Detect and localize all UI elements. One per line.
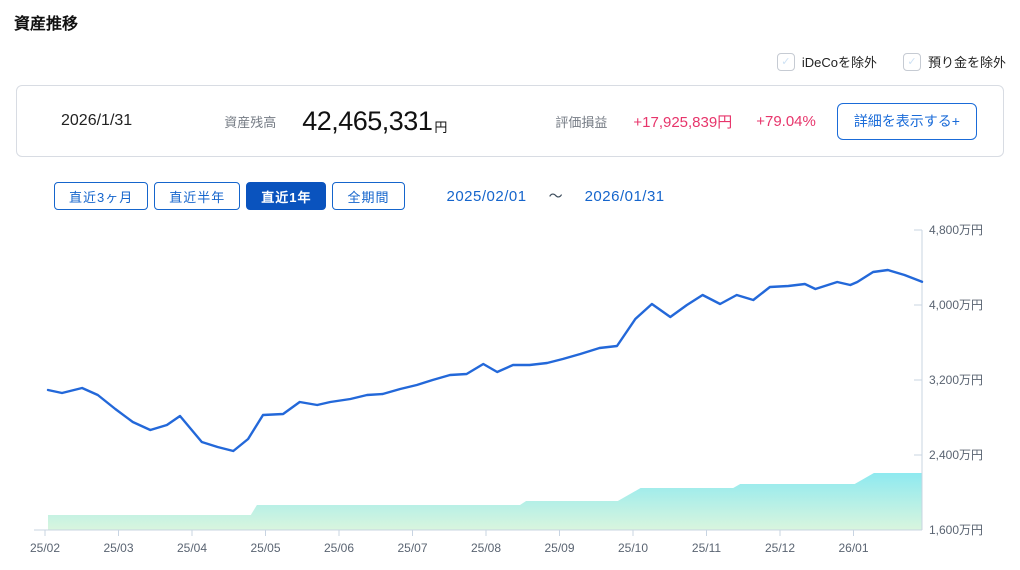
principal-area: [48, 473, 922, 530]
x-axis-label: 25/05: [250, 541, 280, 555]
x-axis-label: 25/11: [692, 541, 721, 555]
period-button-6months[interactable]: 直近半年: [154, 182, 241, 210]
pl-percent: +79.04%: [756, 112, 816, 130]
x-axis-label: 25/12: [765, 541, 795, 555]
y-axis-label: 1,600万円: [929, 523, 983, 537]
exclude-deposit-checkbox[interactable]: ✓ 預り金を除外: [902, 52, 1006, 71]
date-range: 2025/02/01 ～ 2026/01/31: [447, 186, 665, 206]
period-button-all[interactable]: 全期間: [332, 182, 405, 210]
checkbox-icon[interactable]: ✓: [776, 52, 795, 71]
summary-card: 2026/1/31 資産残高 42,465,331 円 評価損益 +17,925…: [16, 85, 1004, 157]
checkbox-icon[interactable]: ✓: [902, 52, 921, 71]
range-start-date[interactable]: 2025/02/01: [446, 187, 527, 205]
x-axis-label: 25/10: [618, 541, 648, 555]
x-axis-label: 25/08: [471, 541, 501, 555]
page-title: 資産推移: [14, 16, 79, 33]
period-button-3months[interactable]: 直近3ヶ月: [54, 182, 149, 210]
asset-chart[interactable]: 25/02 25/03 25/04 25/05 25/06 25/07 25/08 25/09…: [0, 218, 1020, 570]
period-selector: 直近3ヶ月 直近半年 直近1年 全期間 2025/02/01 ～ 2026/01…: [54, 182, 665, 210]
exclude-ideco-label: iDeCoを除外: [801, 55, 877, 70]
x-axis-label: 25/04: [177, 541, 207, 555]
pl-label: 評価損益: [555, 114, 608, 130]
asset-line: [46, 268, 924, 453]
y-axis-label: 4,800万円: [929, 223, 983, 237]
x-axis-label: 25/07: [397, 541, 427, 555]
y-axis-label: 2,400万円: [929, 448, 983, 462]
show-detail-button[interactable]: 詳細を表示する+: [836, 102, 977, 140]
x-axis-label: 25/02: [30, 541, 60, 555]
balance-value: 42,465,331: [302, 105, 433, 136]
filter-checkboxes: ✓ iDeCoを除外 ✓ 預り金を除外: [776, 52, 1006, 71]
exclude-ideco-checkbox[interactable]: ✓ iDeCoを除外: [776, 52, 877, 71]
summary-date: 2026/1/31: [61, 112, 133, 129]
chart-canvas[interactable]: 25/02 25/03 25/04 25/05 25/06 25/07 25/08 25/09…: [0, 218, 1020, 570]
x-axis-label: 25/06: [324, 541, 354, 555]
y-axis-label: 3,200万円: [929, 373, 983, 387]
balance-label: 資産残高: [224, 114, 277, 130]
range-end-date[interactable]: 2026/01/31: [584, 187, 665, 205]
range-separator: ～: [548, 188, 563, 204]
y-axis-label: 4,000万円: [929, 298, 983, 312]
x-axis-label: 25/09: [544, 541, 574, 555]
balance-unit: 円: [434, 119, 448, 135]
exclude-deposit-label: 預り金を除外: [927, 55, 1006, 70]
x-axis-label: 25/03: [103, 541, 133, 555]
pl-amount: +17,925,839円: [633, 113, 733, 131]
period-button-1year[interactable]: 直近1年: [246, 182, 327, 210]
x-axis-label: 26/01: [838, 541, 868, 555]
